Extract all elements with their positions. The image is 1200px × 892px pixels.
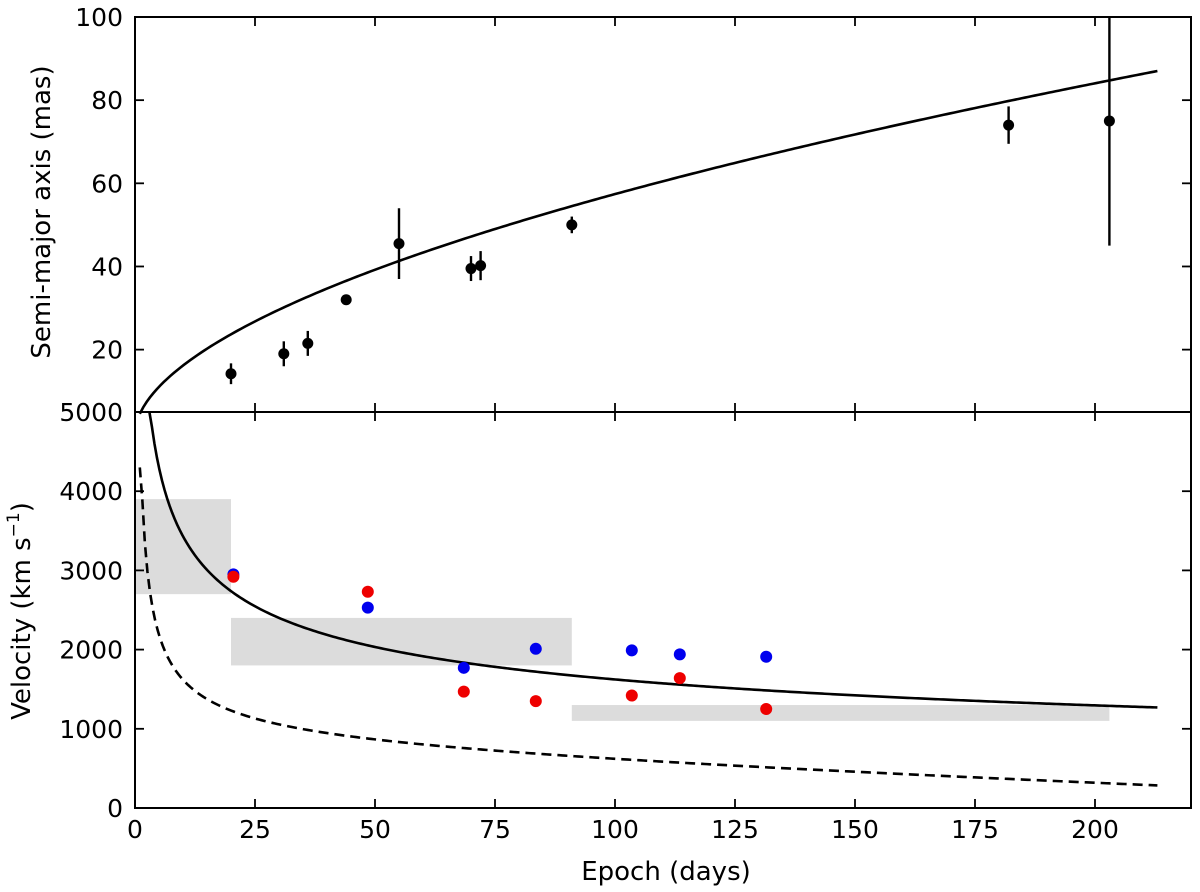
y-tick-label: 3000 (59, 556, 123, 585)
velocity-point (529, 642, 542, 655)
y-tick-label: 40 (91, 252, 123, 281)
x-tick-label: 200 (1071, 815, 1119, 844)
point-marker (566, 219, 578, 231)
velocity-points (227, 568, 773, 715)
x-tick-label: 75 (479, 815, 511, 844)
x-tick-label: 175 (951, 815, 999, 844)
y-tick-label: 4000 (59, 477, 123, 506)
data-point (465, 256, 477, 282)
x-tick-label: 50 (359, 815, 391, 844)
fit-line (138, 69, 1158, 415)
velocity-point (673, 648, 686, 661)
data-point (1103, 17, 1115, 246)
velocity-ylabel-main: Velocity (km s (7, 537, 37, 720)
velocity-point (361, 585, 374, 598)
point-marker (225, 368, 237, 380)
y-tick-label: 20 (91, 336, 123, 365)
point-marker (393, 238, 405, 250)
data-point (1003, 106, 1015, 144)
bottom-panel-frame (134, 411, 1192, 809)
shaded-region (571, 705, 1110, 721)
velocity-ticks: 0 1000 2000 3000 4000 5000 0 25 50 75 100 125 150 175… (59, 398, 1191, 844)
y-tick-label: 0 (107, 794, 123, 823)
velocity-point (760, 650, 773, 663)
semi-major-axis-fit-curve (138, 69, 1158, 415)
semi-major-axis-ylabel: Semi-major axis (mas) (27, 65, 57, 358)
x-tick-label: 150 (831, 815, 879, 844)
y-tick-label: 5000 (59, 398, 123, 427)
velocity-point (625, 689, 638, 702)
y-tick-label: 60 (91, 169, 123, 198)
y-tick-label: 100 (75, 3, 123, 32)
velocity-ylabel-sup: −1 (4, 512, 24, 537)
velocity-ylabel: Velocity (km s−1) (4, 502, 37, 720)
velocity-model-curves (138, 411, 1158, 787)
point-marker (278, 348, 290, 360)
x-tick-label: 100 (591, 815, 639, 844)
velocity-panel: 0 1000 2000 3000 4000 5000 0 25 50 75 100 125 150 175… (4, 398, 1192, 887)
data-point (278, 341, 290, 367)
velocity-shaded-regions (135, 499, 1110, 721)
x-tick-label: 125 (711, 815, 759, 844)
y-tick-label: 2000 (59, 636, 123, 665)
velocity-point (457, 661, 470, 674)
velocity-series (227, 570, 773, 715)
semi-major-axis-panel: 20 40 60 80 100 Semi-major axis (mas) (27, 3, 1192, 415)
velocity-point (227, 570, 240, 583)
semi-major-axis-points (225, 17, 1115, 385)
x-tick-label: 25 (239, 815, 271, 844)
y-tick-label: 1000 (59, 715, 123, 744)
velocity-point (457, 685, 470, 698)
data-point (340, 294, 352, 306)
x-tick-label: 0 (127, 815, 143, 844)
velocity-point (625, 644, 638, 657)
data-point (475, 251, 487, 281)
data-point (566, 216, 578, 234)
point-marker (340, 294, 352, 306)
shaded-region (231, 617, 572, 666)
top-panel-frame (134, 16, 1192, 413)
semi-major-axis-ticks: 20 40 60 80 100 (75, 3, 1191, 412)
point-marker (1003, 119, 1015, 131)
y-tick-label: 80 (91, 86, 123, 115)
velocity-point (760, 703, 773, 715)
velocity-ylabel-close: ) (7, 502, 37, 512)
solid-model-curve (148, 411, 1158, 709)
velocity-point (529, 695, 542, 708)
point-marker (302, 337, 314, 349)
epoch-xlabel: Epoch (days) (581, 857, 751, 887)
data-point (225, 363, 237, 385)
point-marker (475, 260, 487, 272)
data-point (393, 208, 405, 279)
point-marker (465, 263, 477, 275)
velocity-point (673, 672, 686, 685)
point-marker (1103, 115, 1115, 127)
dashed-model-curve (138, 467, 1158, 787)
velocity-point (361, 601, 374, 614)
data-point (302, 330, 314, 356)
